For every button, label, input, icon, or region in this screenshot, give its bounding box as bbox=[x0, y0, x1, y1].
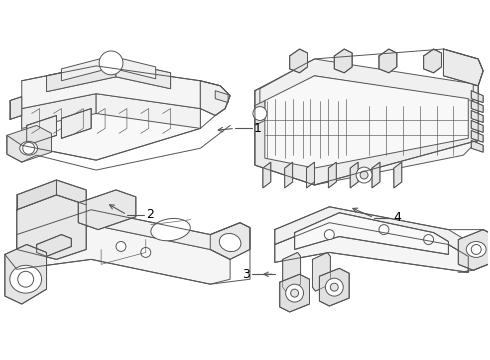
Polygon shape bbox=[471, 91, 483, 103]
Circle shape bbox=[356, 167, 372, 183]
Circle shape bbox=[379, 225, 389, 235]
Polygon shape bbox=[263, 162, 271, 188]
Polygon shape bbox=[334, 49, 352, 73]
Text: 2: 2 bbox=[146, 208, 154, 221]
Polygon shape bbox=[96, 94, 200, 129]
Circle shape bbox=[471, 244, 481, 255]
Polygon shape bbox=[37, 235, 72, 256]
Polygon shape bbox=[328, 162, 336, 188]
Polygon shape bbox=[265, 76, 468, 168]
Polygon shape bbox=[307, 162, 315, 188]
Polygon shape bbox=[56, 180, 86, 205]
Polygon shape bbox=[471, 111, 483, 122]
Polygon shape bbox=[255, 61, 315, 185]
Circle shape bbox=[286, 284, 303, 302]
Polygon shape bbox=[10, 96, 22, 120]
Polygon shape bbox=[443, 49, 483, 86]
Text: 1: 1 bbox=[254, 122, 262, 135]
Polygon shape bbox=[26, 116, 56, 145]
Text: 4: 4 bbox=[393, 211, 401, 224]
Text: 3: 3 bbox=[242, 268, 250, 281]
Polygon shape bbox=[458, 230, 490, 270]
Polygon shape bbox=[255, 61, 478, 185]
Polygon shape bbox=[290, 49, 308, 73]
Polygon shape bbox=[379, 49, 397, 73]
Polygon shape bbox=[210, 223, 250, 260]
Ellipse shape bbox=[466, 242, 486, 257]
Circle shape bbox=[18, 271, 34, 287]
Circle shape bbox=[424, 235, 434, 244]
Polygon shape bbox=[17, 180, 56, 210]
Polygon shape bbox=[255, 100, 265, 125]
Polygon shape bbox=[47, 61, 116, 92]
Polygon shape bbox=[61, 56, 156, 81]
Polygon shape bbox=[17, 225, 230, 284]
Polygon shape bbox=[116, 61, 171, 89]
Polygon shape bbox=[200, 81, 230, 116]
Polygon shape bbox=[313, 252, 330, 291]
Polygon shape bbox=[22, 66, 200, 109]
Polygon shape bbox=[215, 91, 228, 103]
Circle shape bbox=[324, 230, 334, 239]
Circle shape bbox=[116, 242, 126, 251]
Polygon shape bbox=[17, 210, 230, 260]
Polygon shape bbox=[7, 125, 51, 162]
Circle shape bbox=[291, 289, 298, 297]
Ellipse shape bbox=[10, 265, 42, 293]
Polygon shape bbox=[275, 207, 468, 256]
Polygon shape bbox=[372, 162, 380, 188]
Polygon shape bbox=[280, 274, 310, 312]
Polygon shape bbox=[424, 49, 441, 73]
Circle shape bbox=[23, 142, 35, 154]
Polygon shape bbox=[47, 61, 171, 92]
Polygon shape bbox=[283, 252, 300, 291]
Circle shape bbox=[141, 247, 151, 257]
Polygon shape bbox=[17, 195, 86, 260]
Polygon shape bbox=[22, 94, 96, 129]
Polygon shape bbox=[394, 162, 402, 188]
Polygon shape bbox=[61, 109, 91, 138]
Polygon shape bbox=[350, 162, 358, 188]
Ellipse shape bbox=[220, 233, 241, 252]
Circle shape bbox=[325, 278, 343, 296]
Polygon shape bbox=[22, 94, 200, 160]
Polygon shape bbox=[285, 162, 293, 188]
Ellipse shape bbox=[151, 219, 190, 241]
Polygon shape bbox=[315, 61, 478, 185]
Circle shape bbox=[99, 51, 123, 75]
Polygon shape bbox=[294, 213, 448, 255]
Polygon shape bbox=[471, 140, 483, 152]
Circle shape bbox=[330, 283, 338, 291]
Polygon shape bbox=[319, 268, 349, 306]
Polygon shape bbox=[471, 130, 483, 142]
Polygon shape bbox=[78, 190, 136, 230]
Polygon shape bbox=[275, 223, 468, 272]
Polygon shape bbox=[471, 121, 483, 132]
Circle shape bbox=[253, 107, 267, 121]
Circle shape bbox=[360, 171, 368, 179]
Ellipse shape bbox=[20, 141, 38, 155]
Polygon shape bbox=[5, 244, 47, 304]
Polygon shape bbox=[471, 100, 483, 113]
Polygon shape bbox=[260, 59, 473, 105]
